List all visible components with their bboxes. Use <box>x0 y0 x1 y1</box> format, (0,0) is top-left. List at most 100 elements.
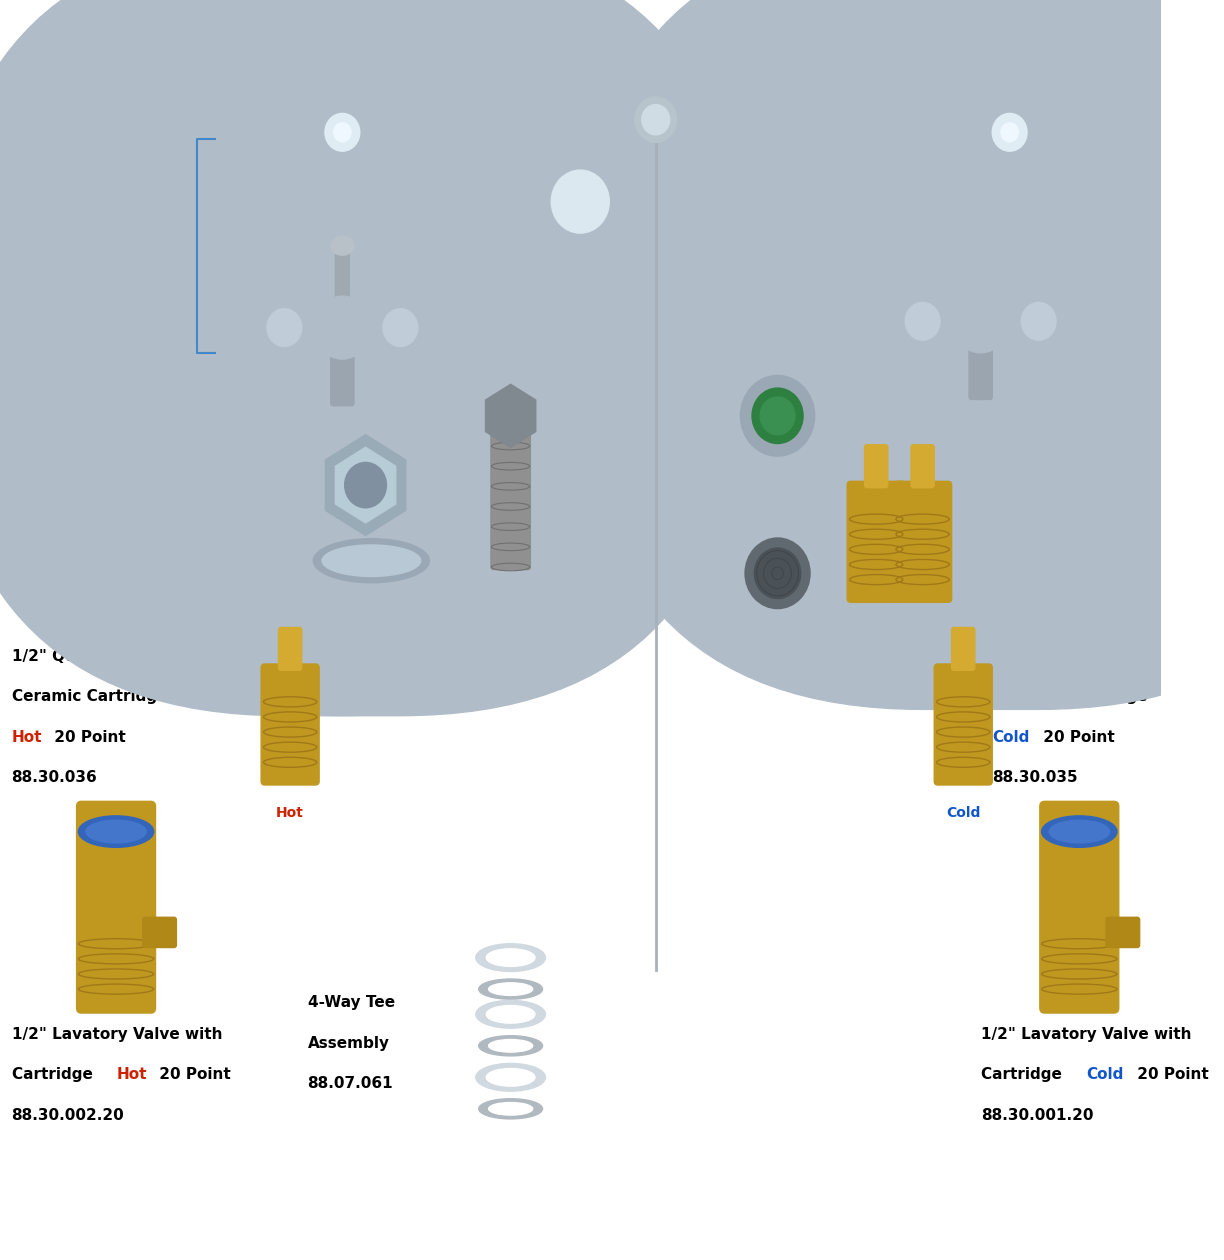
Circle shape <box>752 388 803 444</box>
Text: Aerator: Aerator <box>772 536 837 551</box>
FancyBboxPatch shape <box>934 664 993 785</box>
Text: 18.07.051: 18.07.051 <box>307 421 393 436</box>
Text: Hot: Hot <box>1016 488 1047 503</box>
Circle shape <box>528 296 633 410</box>
Text: Ceramic Cartridge: Ceramic Cartridge <box>993 689 1148 704</box>
Text: Cross: Cross <box>55 233 106 248</box>
Ellipse shape <box>78 816 154 847</box>
Text: Hexagon: Hexagon <box>47 447 122 462</box>
Circle shape <box>345 462 387 508</box>
Circle shape <box>760 397 794 435</box>
Ellipse shape <box>479 1099 542 1119</box>
Circle shape <box>313 296 371 359</box>
Circle shape <box>641 105 670 135</box>
Ellipse shape <box>476 1063 546 1091</box>
Circle shape <box>741 375 815 456</box>
Text: Hot: Hot <box>862 624 890 638</box>
FancyBboxPatch shape <box>143 917 176 948</box>
Text: 88.30.001.20: 88.30.001.20 <box>980 1108 1093 1123</box>
Text: Hot: Hot <box>277 806 304 820</box>
Text: Ceramic: Ceramic <box>383 53 458 68</box>
Text: 1/2" Quarter Turn: 1/2" Quarter Turn <box>11 649 162 664</box>
Text: Cold: Cold <box>993 730 1029 745</box>
Text: Hot: Hot <box>11 730 42 745</box>
Text: 20 Point: 20 Point <box>49 730 126 745</box>
Ellipse shape <box>486 1068 535 1086</box>
FancyBboxPatch shape <box>562 217 599 300</box>
FancyBboxPatch shape <box>864 445 887 488</box>
Circle shape <box>267 309 302 346</box>
Ellipse shape <box>330 236 354 255</box>
Ellipse shape <box>488 1102 532 1115</box>
Ellipse shape <box>488 983 532 995</box>
FancyBboxPatch shape <box>77 801 155 1013</box>
Ellipse shape <box>978 140 1042 156</box>
Circle shape <box>1001 122 1018 142</box>
FancyBboxPatch shape <box>911 445 934 488</box>
Text: Cold: Cold <box>1086 1067 1124 1082</box>
Text: with Metal Ring: with Metal Ring <box>383 93 518 108</box>
Text: 88.07.203: 88.07.203 <box>772 440 858 455</box>
Text: Bundle of: Bundle of <box>1016 447 1098 462</box>
Ellipse shape <box>479 1036 542 1056</box>
Text: 88.01.205: 88.01.205 <box>383 242 469 257</box>
Text: Spout Tip: Spout Tip <box>772 359 854 374</box>
Text: Escutcheon: Escutcheon <box>47 488 144 503</box>
Text: Hot: Hot <box>17 233 48 248</box>
FancyBboxPatch shape <box>261 664 319 785</box>
Text: Handle: Handle <box>1062 267 1122 282</box>
Ellipse shape <box>322 544 421 576</box>
Text: 88.07.201: 88.07.201 <box>772 576 857 591</box>
Circle shape <box>1021 302 1056 340</box>
Text: Cold: Cold <box>1106 53 1144 68</box>
FancyBboxPatch shape <box>633 0 1224 709</box>
Ellipse shape <box>488 1040 532 1052</box>
Circle shape <box>745 538 810 609</box>
Text: 88.03.200: 88.03.200 <box>47 528 132 543</box>
Circle shape <box>635 97 677 142</box>
Text: 1/2" Lavatory Valve with: 1/2" Lavatory Valve with <box>980 1027 1191 1042</box>
FancyBboxPatch shape <box>894 481 951 602</box>
Ellipse shape <box>479 979 542 999</box>
Text: Handle: Handle <box>17 273 77 289</box>
Text: Metal Ring: Metal Ring <box>1016 134 1108 149</box>
Text: Cold: Cold <box>946 806 980 820</box>
Text: Button with: Button with <box>1016 93 1116 108</box>
Ellipse shape <box>476 944 546 971</box>
Text: 20 Point: 20 Point <box>1132 1067 1208 1082</box>
Text: Button: Button <box>512 53 575 68</box>
Text: and Aerator: and Aerator <box>772 399 874 415</box>
FancyBboxPatch shape <box>491 413 530 570</box>
Circle shape <box>754 548 800 598</box>
Circle shape <box>334 122 351 142</box>
Text: Escutcheon: Escutcheon <box>47 580 144 595</box>
Text: Cold: Cold <box>1105 488 1142 503</box>
FancyBboxPatch shape <box>847 481 906 602</box>
Text: Cold: Cold <box>906 624 940 638</box>
FancyBboxPatch shape <box>951 627 974 670</box>
Circle shape <box>517 284 644 422</box>
Ellipse shape <box>1049 820 1109 843</box>
Text: Cartridge: Cartridge <box>11 1067 98 1082</box>
FancyBboxPatch shape <box>330 325 354 406</box>
Text: Holding Nut: Holding Nut <box>307 381 410 396</box>
Text: 88.07.061: 88.07.061 <box>307 1076 393 1091</box>
Text: Cross Handle Screw: Cross Handle Screw <box>383 202 553 217</box>
Circle shape <box>980 101 1039 164</box>
Text: 88.03.201: 88.03.201 <box>47 620 132 635</box>
Text: 88.01.202: 88.01.202 <box>17 314 103 329</box>
Text: 4-Way Tee: 4-Way Tee <box>307 995 394 1011</box>
Circle shape <box>324 113 360 151</box>
Text: 20 Point: 20 Point <box>1038 730 1115 745</box>
Text: Hot: Hot <box>118 1067 147 1082</box>
Circle shape <box>383 309 417 346</box>
Text: 88.01.200: 88.01.200 <box>383 134 469 149</box>
Text: 88.01.201: 88.01.201 <box>1016 174 1100 189</box>
Circle shape <box>540 158 621 246</box>
FancyBboxPatch shape <box>0 0 749 716</box>
FancyBboxPatch shape <box>279 627 302 670</box>
Text: Assembly: Assembly <box>307 1036 389 1051</box>
Circle shape <box>951 290 1010 353</box>
Text: 1/2" Quarter Turn: 1/2" Quarter Turn <box>993 649 1143 664</box>
Text: and: and <box>1053 488 1095 503</box>
